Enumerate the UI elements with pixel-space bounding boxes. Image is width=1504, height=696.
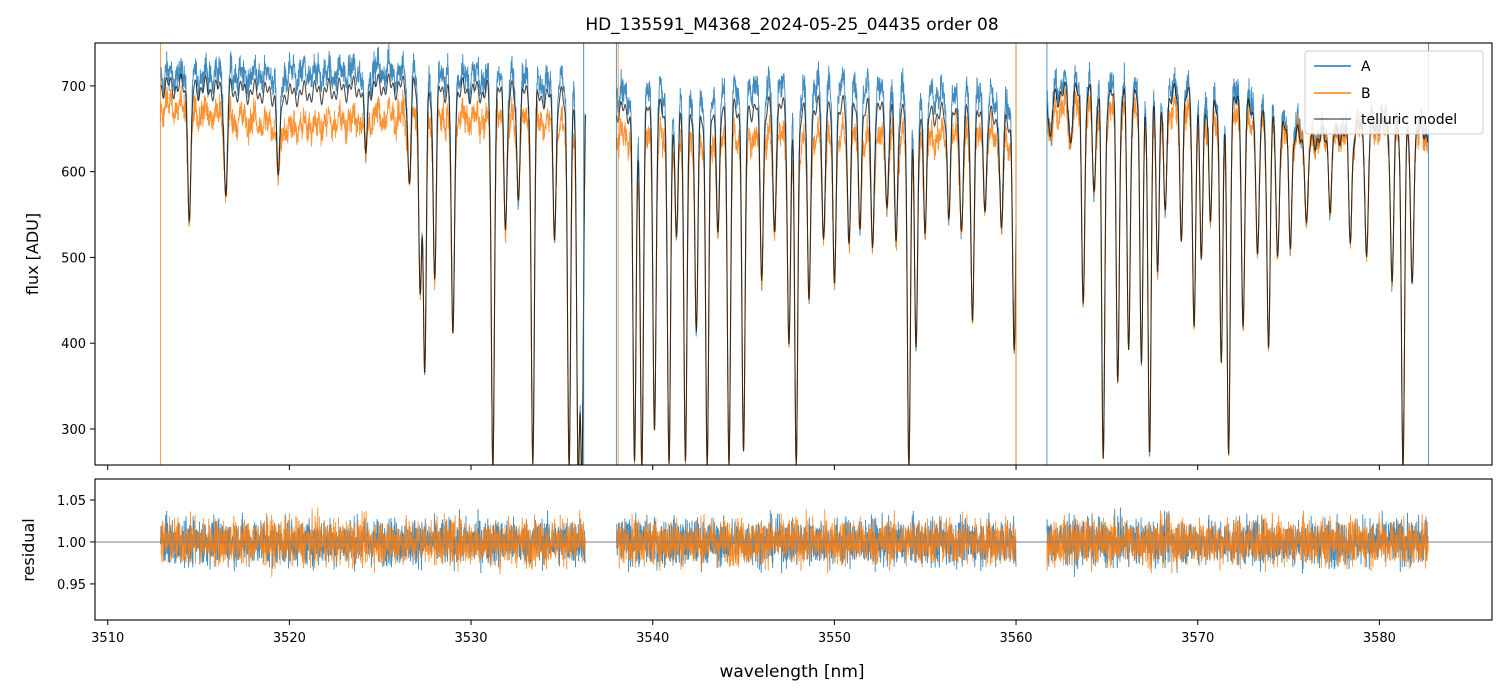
legend-label-a: A: [1361, 59, 1371, 75]
residual-ytick-label: 0.95: [57, 578, 86, 593]
wavelength-xtick-label: 3570: [1181, 631, 1214, 646]
legend: A B telluric model: [1304, 50, 1484, 135]
series-a-line-segment-1: [159, 43, 586, 465]
residual-ytick-label: 1.00: [57, 536, 86, 551]
wavelength-xtick-label: 3580: [1363, 631, 1396, 646]
flux-panel: 300 400 500 600 700 flux [ADU]: [23, 42, 1493, 470]
telluric-model-line-segment-3: [1046, 81, 1429, 465]
flux-ytick-label: 600: [61, 166, 86, 181]
legend-label-b: B: [1361, 86, 1371, 102]
flux-ytick-label: 300: [61, 423, 86, 438]
wavelength-xtick-label: 3550: [818, 631, 851, 646]
residual-panel: 0.95 1.00 1.05 3510 3520 3530 3540 3550 3560 357…: [19, 478, 1493, 682]
flux-ytick-label: 700: [61, 80, 86, 95]
chart-title: HD_135591_M4368_2024-05-25_04435 order 0…: [585, 15, 998, 35]
flux-ytick-label: 400: [61, 337, 86, 352]
residual-ylabel: residual: [19, 518, 38, 581]
wavelength-xlabel: wavelength [nm]: [719, 662, 864, 682]
legend-label-model: telluric model: [1361, 112, 1457, 128]
residual-b-line-segment-2: [615, 509, 1017, 574]
residual-b-line-segment-1: [159, 507, 586, 577]
wavelength-xtick-label: 3560: [999, 631, 1032, 646]
flux-ytick-label: 500: [61, 251, 86, 266]
wavelength-xtick-label: 3540: [636, 631, 669, 646]
legend-box: [1304, 50, 1484, 135]
series-b-line-segment-1: [159, 80, 586, 465]
flux-plot-frame: [95, 43, 1492, 465]
wavelength-xtick-label: 3510: [91, 631, 124, 646]
wavelength-xtick-label: 3530: [454, 631, 487, 646]
telluric-model-line-segment-2: [615, 94, 1017, 465]
wavelength-xtick-label: 3520: [273, 631, 306, 646]
telluric-model-line-segment-1: [159, 72, 587, 465]
flux-ylabel: flux [ADU]: [23, 213, 42, 295]
residual-ytick-label: 1.05: [57, 494, 86, 509]
